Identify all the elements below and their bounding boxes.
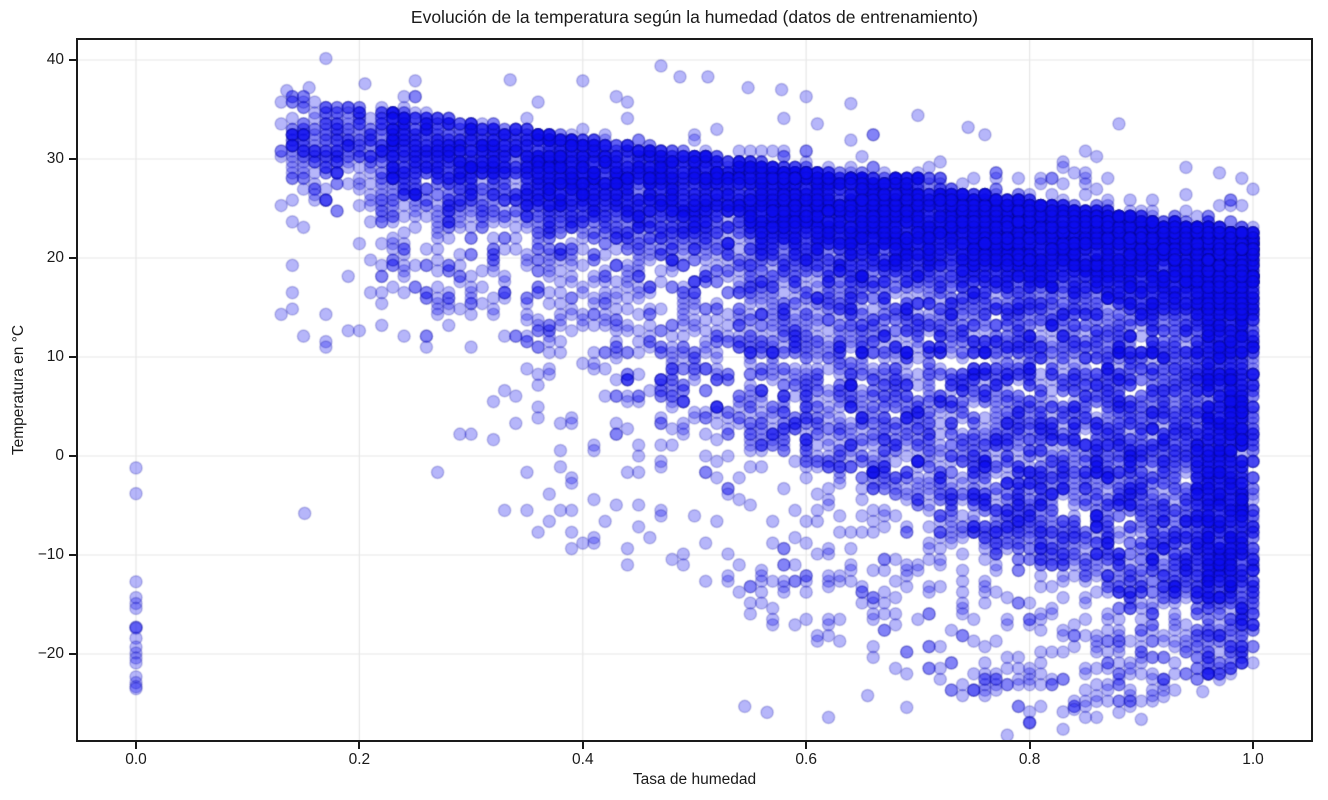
x-tick-label: 0.6 xyxy=(795,751,817,768)
y-tick-label: 40 xyxy=(46,51,64,68)
scatter-canvas xyxy=(78,40,1311,740)
y-tick-mark xyxy=(69,554,76,556)
x-tick-label: 0.4 xyxy=(572,751,594,768)
x-tick-mark xyxy=(135,742,137,749)
x-tick-mark xyxy=(1028,742,1031,749)
x-tick-mark xyxy=(581,742,584,749)
y-tick-mark xyxy=(69,653,76,655)
y-tick-label: −20 xyxy=(37,645,64,662)
x-tick-label: 0.8 xyxy=(1018,751,1041,768)
y-tick-mark xyxy=(69,257,76,259)
plot-area xyxy=(76,38,1313,742)
x-tick-label: 0.2 xyxy=(348,751,371,768)
x-tick-mark xyxy=(805,742,808,749)
y-tick-label: −10 xyxy=(37,546,64,563)
x-tick-mark xyxy=(358,742,361,749)
x-tick-label: 1.0 xyxy=(1242,751,1264,768)
y-tick-label: 0 xyxy=(55,447,64,464)
x-axis-label: Tasa de humedad xyxy=(632,771,757,788)
y-axis-label: Temperatura en °C xyxy=(10,324,27,456)
y-tick-label: 20 xyxy=(46,249,64,266)
x-tick-label: 0.0 xyxy=(125,751,147,768)
y-tick-mark xyxy=(69,158,76,160)
y-tick-mark xyxy=(69,356,76,358)
y-tick-mark xyxy=(69,455,76,457)
chart-title: Evolución de la temperatura según la hum… xyxy=(410,7,979,27)
y-tick-mark xyxy=(69,59,76,61)
y-tick-label: 30 xyxy=(46,150,64,167)
x-tick-mark xyxy=(1252,742,1254,749)
y-tick-label: 10 xyxy=(46,348,64,365)
